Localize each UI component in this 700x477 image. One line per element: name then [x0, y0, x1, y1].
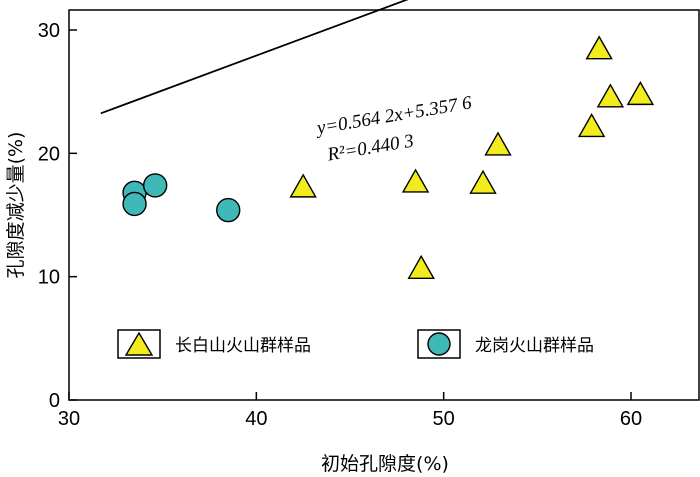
triangle-data-point — [407, 254, 435, 279]
legend-triangle-icon — [124, 331, 154, 356]
triangle-data-point — [577, 113, 606, 138]
legend-item-changbaishan: 长白山火山群样品 — [117, 329, 311, 359]
x-tick-label: 50 — [433, 408, 455, 430]
triangle-data-point — [289, 173, 317, 198]
y-axis-ticks: 0 10 20 30 — [38, 20, 77, 412]
triangle-data-point — [401, 168, 430, 193]
x-tick-label: 40 — [245, 408, 267, 430]
legend-item-longgang: 龙岗火山群样品 — [417, 329, 594, 359]
x-tick-label: 60 — [620, 408, 642, 430]
legend-label-longgang: 龙岗火山群样品 — [475, 336, 594, 356]
triangle-data-point — [469, 169, 497, 194]
y-axis-title: 孔隙度减少量(%) — [5, 132, 27, 279]
triangle-data-point — [626, 80, 655, 106]
regression-equation: y=0.564 2x+5.357 6 R²=0.440 3 — [313, 92, 473, 165]
circle-data-point — [142, 173, 168, 198]
circle-data-point — [122, 191, 147, 217]
triangle-data-point — [596, 83, 625, 108]
circle-data-point — [216, 197, 241, 223]
triangle-data-point — [484, 131, 512, 156]
x-tick-label: 30 — [58, 408, 80, 430]
legend: 长白山火山群样品 龙岗火山群样品 — [117, 329, 594, 359]
equation-text: y=0.564 2x+5.357 6 — [313, 92, 473, 139]
y-tick-label: 10 — [38, 267, 60, 289]
plot-area — [68, 9, 700, 401]
x-axis-ticks: 30 40 50 60 — [58, 392, 642, 430]
x-axis-title: 初始孔隙度(%) — [321, 453, 449, 475]
y-tick-label: 30 — [38, 20, 60, 42]
r2-text: R²=0.440 3 — [325, 130, 415, 165]
legend-circle-icon — [427, 332, 451, 356]
axis-frame — [68, 9, 700, 401]
legend-label-changbaishan: 长白山火山群样品 — [175, 336, 311, 356]
data-points — [122, 35, 655, 279]
y-tick-label: 0 — [49, 390, 60, 412]
triangle-data-point — [585, 35, 613, 60]
regression-line — [100, 0, 409, 115]
y-tick-label: 20 — [38, 143, 60, 165]
